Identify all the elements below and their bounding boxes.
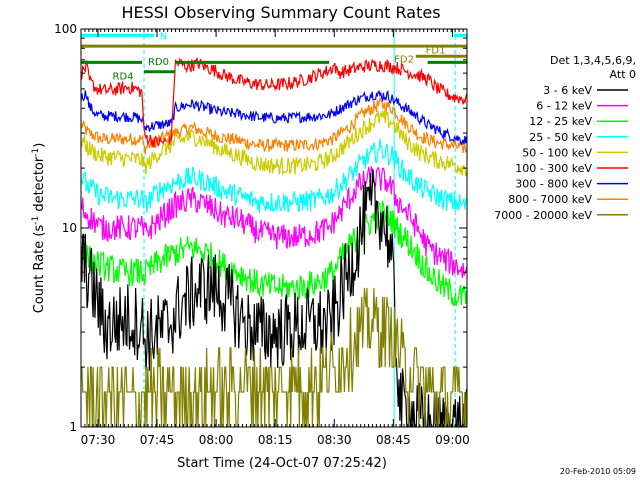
legend-label: 100 - 300 keV — [515, 162, 592, 175]
legend: Det 1,3,4,5,6,9, Att 0 3 - 6 keV 6 - 12 k… — [494, 54, 636, 222]
x-tick-label: 08:30 — [317, 433, 352, 447]
series-line-300-800kev — [81, 89, 467, 146]
series-line-6-12kev — [81, 164, 467, 279]
x-tick-label: 07:45 — [140, 433, 175, 447]
series-line-50-100kev — [81, 110, 467, 177]
flag-label-rd4: RD4 — [113, 71, 134, 82]
legend-header-line2: Att 0 — [610, 68, 636, 81]
flag-label-fd2: FD2 — [394, 55, 414, 66]
x-tick-label: 08:00 — [199, 433, 234, 447]
legend-label: 3 - 6 keV — [543, 84, 592, 97]
y-axis-label: Count Rate (s-1 detector-1) — [31, 143, 47, 314]
x-tick-label: 08:15 — [258, 433, 293, 447]
series-line-800-7000kev — [81, 97, 467, 155]
y-tick-label: 10 — [62, 221, 77, 235]
series-line-100-300kev — [81, 56, 467, 148]
legend-label: 25 - 50 keV — [529, 131, 592, 144]
legend-label: 800 - 7000 keV — [508, 193, 592, 206]
legend-label: 50 - 100 keV — [522, 146, 592, 159]
series-line-12-25kev — [81, 200, 467, 307]
flag-label-n: N — [160, 31, 167, 42]
legend-header-line1: Det 1,3,4,5,6,9, — [550, 54, 636, 67]
y-tick-label: 1 — [69, 420, 77, 434]
series-line-7000-20000kev — [81, 287, 467, 427]
legend-label: 300 - 800 keV — [515, 178, 592, 191]
plot-area: N FD1 FD2 RD0 RD4 — [81, 29, 467, 427]
series-line-25-50kev — [81, 138, 467, 214]
x-axis-label: Start Time (24-Oct-07 07:25:42) — [177, 456, 387, 471]
legend-label: 7000 - 20000 keV — [494, 209, 592, 222]
footer-date: 20-Feb-2010 05:09 — [560, 467, 636, 476]
x-tick-label: 08:45 — [376, 433, 411, 447]
legend-label: 6 - 12 keV — [536, 100, 592, 113]
x-tick-label: 07:30 — [81, 433, 116, 447]
y-tick-label: 100 — [54, 22, 77, 36]
flag-label-fd1: FD1 — [426, 45, 446, 56]
series-line-3-6kev — [81, 169, 467, 427]
chart-title: HESSI Observing Summary Count Rates — [121, 3, 440, 22]
flag-label-rd0: RD0 — [148, 57, 169, 68]
axes: 07:30 07:45 08:00 08:15 08:30 08:45 09:00 1 10 10… — [54, 22, 470, 447]
legend-label: 12 - 25 keV — [529, 115, 592, 128]
x-tick-label: 09:00 — [435, 433, 470, 447]
